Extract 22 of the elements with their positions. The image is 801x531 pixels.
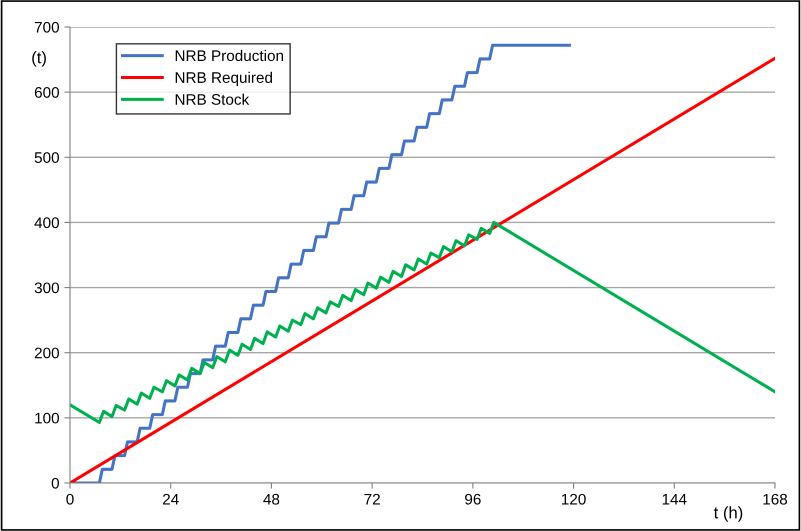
y-tick-label: 0	[52, 478, 59, 489]
x-tick-label: 168	[763, 494, 788, 505]
x-tick-label: 48	[263, 494, 280, 505]
x-tick-label: 24	[162, 494, 179, 504]
y-tick-label: 600	[34, 87, 59, 98]
legend-label: NRB Required	[176, 72, 272, 86]
legend-label: NRB Stock	[176, 94, 250, 105]
line-series	[70, 220, 775, 424]
x-axis-title: t (h)	[714, 506, 742, 522]
y-tick-label: 200	[34, 348, 59, 358]
x-tick-label: 0	[66, 494, 74, 505]
legend-label: NRB Production	[176, 50, 284, 62]
y-axis-title: (t)	[32, 51, 46, 67]
y-tick-label: 500	[34, 152, 59, 163]
x-tick-label: 120	[562, 494, 586, 505]
y-tick-label: 100	[35, 412, 59, 424]
y-tick-label: 700	[34, 22, 59, 33]
x-tick-label: 144	[662, 494, 687, 504]
x-tick-label: 96	[465, 494, 481, 505]
y-tick-label: 300	[34, 282, 59, 294]
y-tick-label: 400	[34, 217, 59, 228]
x-tick-label: 72	[364, 494, 380, 504]
